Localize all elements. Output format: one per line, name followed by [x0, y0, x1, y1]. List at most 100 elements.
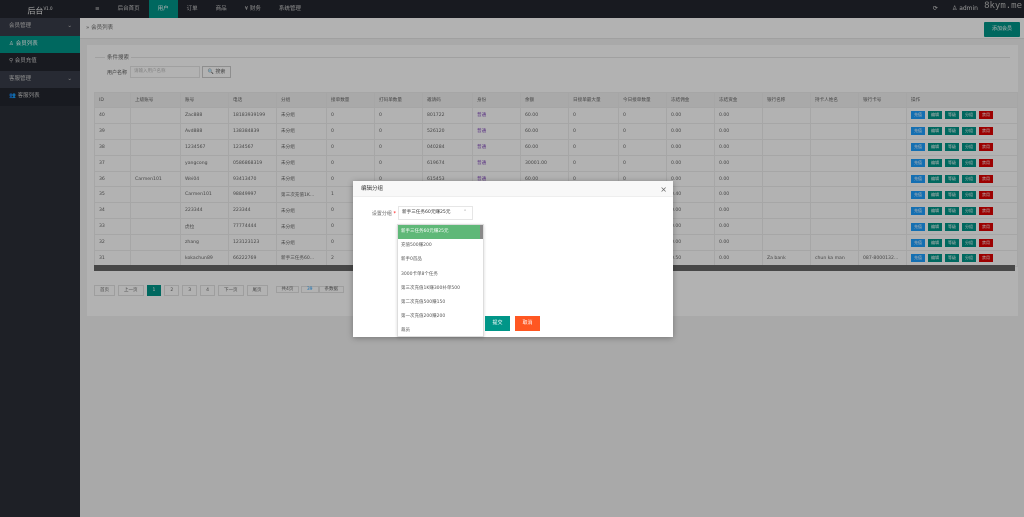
dropdown-option[interactable]: 新手0首品	[401, 257, 422, 263]
action-button[interactable]: 编辑	[928, 127, 942, 136]
sidebar-item-support-list[interactable]: 👥 客服列表	[0, 88, 80, 106]
column-header: 冻结资金	[714, 92, 763, 108]
submit-button[interactable]: 提交	[485, 316, 510, 331]
action-button[interactable]: 编辑	[928, 143, 942, 152]
action-button[interactable]: 充值	[911, 143, 925, 152]
nav-item[interactable]: 系统管理	[278, 6, 301, 12]
menu-icon[interactable]: ≡	[95, 6, 100, 12]
search-label: 用户名称	[107, 70, 128, 76]
action-button[interactable]: 充值	[911, 190, 925, 199]
nav-item[interactable]: 订单	[186, 6, 198, 12]
page-4[interactable]: 4	[200, 285, 215, 296]
action-button[interactable]: 分组	[962, 222, 976, 231]
top-bar: 后台V1.0 ≡ 后台首页 用户 订单 商品 ¥ 财务 系统管理 ⟳ ♙ admin	[0, 0, 1024, 18]
action-button[interactable]: 禁用	[979, 111, 993, 120]
column-header: 今日接单数量	[618, 92, 667, 108]
action-button[interactable]: 编辑	[928, 190, 942, 199]
action-button[interactable]: 禁用	[979, 238, 993, 247]
dialog-title: 编辑分组	[353, 181, 673, 197]
add-member-button[interactable]: 添加会员	[984, 22, 1020, 37]
page-3[interactable]: 3	[182, 285, 198, 296]
dropdown-option[interactable]: 3000卡单8个任务	[401, 271, 438, 277]
action-button[interactable]: 禁用	[979, 127, 993, 136]
page-last[interactable]: 尾页	[246, 285, 268, 296]
nav-item[interactable]: 商品	[215, 6, 227, 12]
action-button[interactable]: 分组	[962, 111, 976, 120]
sidebar-item-member-recharge[interactable]: ⚲ 会员充值	[0, 53, 80, 71]
refresh-icon[interactable]: ⟳	[932, 5, 938, 12]
cancel-button[interactable]: 取消	[515, 316, 540, 331]
dropdown-option[interactable]: 裁员	[401, 328, 410, 334]
action-button[interactable]: 充值	[911, 111, 925, 120]
sidebar-item-member-list[interactable]: ♙ 会员列表	[0, 35, 80, 53]
group-select[interactable]: 新手三任务60元赚25元 ⌃	[398, 206, 473, 220]
action-button[interactable]: 分组	[962, 127, 976, 136]
action-button[interactable]: 充值	[911, 238, 925, 247]
dropdown-option[interactable]: 第三次充值1K赚300补单500	[401, 285, 460, 291]
action-button[interactable]: 等级	[945, 206, 959, 215]
page-prev[interactable]: 上一页	[118, 285, 144, 296]
action-button[interactable]: 等级	[945, 127, 959, 136]
column-header: 日接单最大量	[568, 92, 619, 108]
action-button[interactable]: 编辑	[928, 238, 942, 247]
action-button[interactable]: 编辑	[928, 254, 942, 263]
dropdown-scrollbar[interactable]	[480, 225, 483, 240]
action-button[interactable]: 分组	[962, 143, 976, 152]
action-button[interactable]: 等级	[945, 143, 959, 152]
sidebar-group-members[interactable]: 会员管理 ⌄	[0, 18, 80, 36]
action-button[interactable]: 充值	[911, 175, 925, 183]
action-button[interactable]: 禁用	[979, 143, 993, 152]
action-button[interactable]: 充值	[911, 254, 925, 263]
page-first[interactable]: 首页	[94, 285, 115, 296]
action-button[interactable]: 禁用	[979, 159, 993, 168]
action-button[interactable]: 充值	[911, 127, 925, 136]
action-button[interactable]: 分组	[962, 175, 976, 183]
action-button[interactable]: 充值	[911, 222, 925, 231]
action-button[interactable]: 禁用	[979, 254, 993, 263]
action-button[interactable]: 分组	[962, 190, 976, 199]
action-button[interactable]: 等级	[945, 175, 959, 183]
nav-item[interactable]: ¥ 财务	[244, 6, 261, 12]
action-button[interactable]: 分组	[962, 238, 976, 247]
action-button[interactable]: 等级	[945, 159, 959, 168]
close-icon[interactable]: ×	[660, 185, 667, 194]
action-button[interactable]: 分组	[962, 159, 976, 168]
sidebar-group-support[interactable]: 客服管理 ⌄	[0, 70, 80, 88]
action-button[interactable]: 等级	[945, 190, 959, 199]
search-input[interactable]: 请输入用户名称	[130, 66, 200, 78]
action-button[interactable]: 充值	[911, 206, 925, 215]
page-1[interactable]: 1	[146, 285, 162, 296]
dropdown-option[interactable]: 第二次充值500赚150	[401, 299, 446, 305]
action-button[interactable]: 编辑	[928, 159, 942, 168]
action-button[interactable]: 等级	[945, 254, 959, 263]
action-button[interactable]: 禁用	[979, 190, 993, 199]
search-legend: 条件搜索	[105, 53, 132, 61]
action-button[interactable]: 编辑	[928, 222, 942, 231]
action-button[interactable]: 分组	[962, 254, 976, 263]
action-button[interactable]: 禁用	[979, 222, 993, 231]
action-button[interactable]: 编辑	[928, 111, 942, 120]
action-button[interactable]: 等级	[945, 222, 959, 231]
action-button[interactable]: 充值	[911, 159, 925, 168]
dropdown-option[interactable]: 新手三任务60元赚25元	[398, 225, 483, 240]
action-button[interactable]: 编辑	[928, 175, 942, 183]
action-button[interactable]: 编辑	[928, 206, 942, 215]
user-menu[interactable]: ♙ admin	[951, 5, 978, 12]
table-row: 39 Avd888 138384839 未分组 0 0 526120 普通 60.00 0 0 0.0…	[94, 122, 1018, 140]
nav-item[interactable]: 后台首页	[117, 6, 140, 12]
action-button[interactable]: 等级	[945, 111, 959, 120]
action-button[interactable]: 等级	[945, 238, 959, 247]
page-next[interactable]: 下一页	[218, 285, 244, 296]
action-button[interactable]: 分组	[962, 206, 976, 215]
dropdown-option[interactable]: 充值500赚200	[401, 243, 432, 249]
column-header: 邀请码	[422, 92, 473, 108]
action-button[interactable]: 禁用	[979, 175, 993, 183]
nav-item[interactable]: 用户	[148, 0, 178, 18]
row-actions: 充值 编辑 等级 分组 禁用	[906, 138, 1018, 156]
page-2[interactable]: 2	[164, 285, 180, 296]
search-button[interactable]: 🔍 搜索	[202, 66, 231, 78]
column-header: 上级账号	[130, 92, 181, 108]
column-header: ID	[94, 92, 131, 108]
action-button[interactable]: 禁用	[979, 206, 993, 215]
dropdown-option[interactable]: 第一次充值200赚200	[401, 314, 446, 320]
